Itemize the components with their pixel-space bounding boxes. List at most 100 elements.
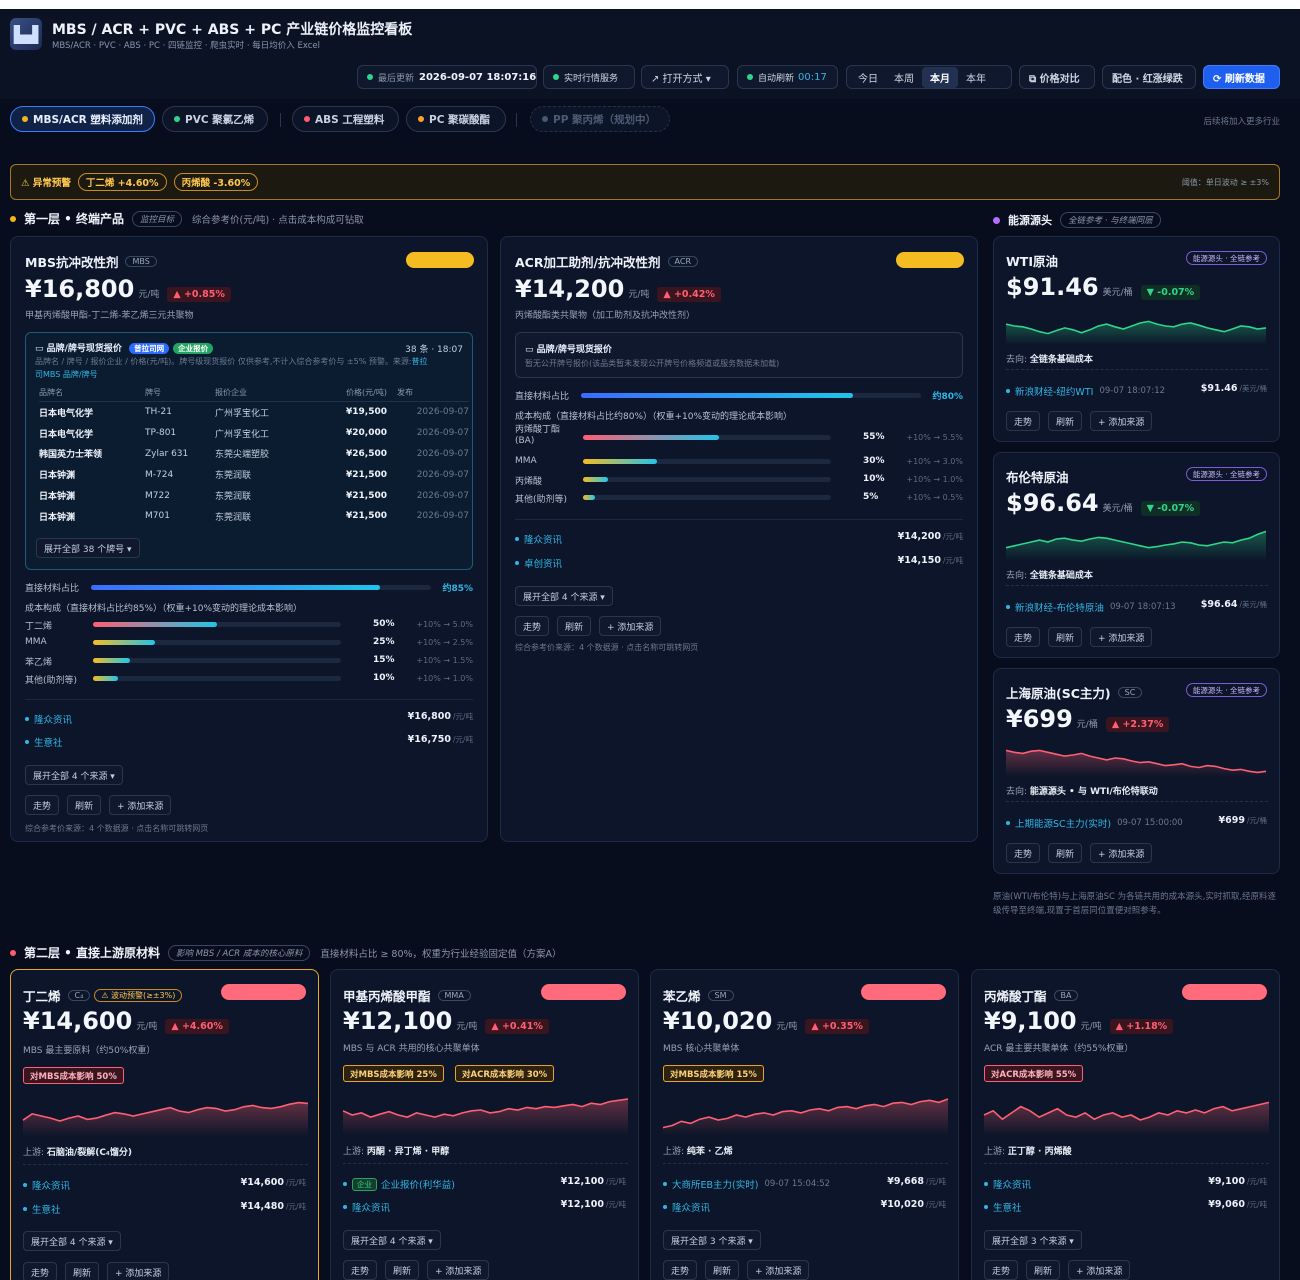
card-footer: 综合参考价来源：4 个数据源 · 点击名称可跳转网页: [25, 824, 209, 833]
refresh-button[interactable]: 刷新: [385, 1260, 420, 1280]
refresh-button[interactable]: 刷新: [1026, 1260, 1061, 1280]
alert-chip-butadiene[interactable]: 丁二烯 +4.60%: [77, 173, 167, 191]
range-week[interactable]: 本周: [894, 73, 914, 85]
source-link[interactable]: 隆众资讯: [984, 1177, 1031, 1191]
source-link[interactable]: 生意社: [984, 1200, 1022, 1214]
cost-item-name: 苯乙烯: [25, 658, 53, 668]
material-name: 甲基丙烯酸甲酯 MMA: [343, 986, 471, 1005]
list-icon: ▭: [35, 344, 47, 354]
add-source-button[interactable]: + 添加来源: [107, 1262, 170, 1280]
realtime-service-badge[interactable]: 实时行情服务: [543, 65, 635, 89]
add-source-button[interactable]: + 添加来源: [1068, 1260, 1131, 1280]
color-scheme-button[interactable]: 配色 · 红涨绿跌: [1102, 65, 1196, 89]
expand-sources-button[interactable]: 展开全部 4 个来源 ▾: [515, 586, 613, 606]
energy-tag: 能源源头 · 全链参考: [1185, 683, 1267, 697]
add-source-button[interactable]: + 添加来源: [1090, 843, 1153, 863]
source-link[interactable]: 生意社: [23, 1202, 61, 1216]
refresh-button[interactable]: 刷新: [65, 1262, 100, 1280]
price-row: ¥699 元/桶 ▲ +2.37%: [1006, 705, 1170, 733]
refresh-button[interactable]: 刷新: [557, 616, 592, 636]
expand-sources-button[interactable]: 展开全部 3 个来源 ▾: [984, 1230, 1082, 1250]
board-source-link[interactable]: 司MBS 品牌/牌号: [35, 370, 98, 379]
cost-item-effect: +10% → 1.0%: [906, 475, 963, 484]
add-source-button[interactable]: + 添加来源: [109, 795, 172, 815]
expand-sources-button[interactable]: 展开全部 3 个来源 ▾: [663, 1230, 761, 1250]
list-icon: ▭: [525, 345, 537, 355]
refresh-button[interactable]: 刷新: [1048, 627, 1083, 647]
source-link[interactable]: 大商所EB主力(实时) 09-07 15:04:52: [663, 1177, 830, 1191]
sc-card: 上海原油(SC主力) SC 能源源头 · 全链参考 ¥699 元/桶 ▲ +2.37%…: [993, 668, 1280, 874]
refresh-button[interactable]: 刷新: [1048, 411, 1083, 431]
refresh-button[interactable]: 刷新: [1048, 843, 1083, 863]
refresh-button[interactable]: 刷新: [67, 795, 102, 815]
source-link[interactable]: 卓创资讯: [515, 556, 562, 570]
source-link[interactable]: 新浪财经-纽约WTI 09-07 18:07:12: [1006, 384, 1165, 398]
trend-button[interactable]: 走势: [25, 795, 60, 815]
expand-brands-button[interactable]: 展开全部 38 个牌号 ▾: [36, 538, 140, 558]
source-value: ¥9,100/元/吨: [1208, 1176, 1267, 1187]
refresh-data-button[interactable]: ⟳ 刷新数据: [1203, 65, 1280, 89]
energy-heading: 能源源头 全链参考 · 与终端同层: [993, 212, 1161, 228]
auto-refresh-toggle[interactable]: 自动刷新 00:17: [737, 65, 838, 89]
cost-item-pct: 10%: [373, 673, 395, 683]
mma-card: 甲基丙烯酸甲酯 MMA ¥12,100 元/吨 ▲ +0.41% MBS 与 ACR …: [330, 969, 639, 1280]
refresh-button[interactable]: 刷新: [705, 1260, 740, 1280]
add-source-button[interactable]: + 添加来源: [747, 1260, 810, 1280]
source-link[interactable]: 企业 企业报价(利华益): [343, 1177, 455, 1191]
tab-pvc[interactable]: PVC 聚氯乙烯: [162, 106, 268, 132]
tab-abs[interactable]: ABS 工程塑料: [292, 106, 399, 132]
table-row[interactable]: 韩国英力士苯领 Zylar 631 东莞尖端塑胶 ¥26,500 2026-09-07: [39, 448, 469, 461]
source-link[interactable]: 新浪财经-布伦特原油 09-07 18:07:13: [1006, 600, 1176, 614]
card-footer: 综合参考价来源：4 个数据源 · 点击名称可跳转网页: [515, 643, 699, 652]
mbs-card: MBS抗冲改性剂 MBS ¥16,800 元/吨 ▲ +0.85% 甲基丙烯酸甲酯-丁…: [10, 236, 488, 842]
source-link[interactable]: 上期能源SC主力(实时) 09-07 15:00:00: [1006, 816, 1183, 830]
source-link[interactable]: 隆众资讯: [23, 1178, 70, 1192]
alert-chip-acrylic-acid[interactable]: 丙烯酸 -3.60%: [173, 173, 259, 191]
table-row[interactable]: 日本电气化学 TH-21 广州孚宝化工 ¥19,500 2026-09-07: [39, 407, 469, 419]
source-link[interactable]: 隆众资讯: [343, 1200, 390, 1214]
price-change: ▼ -0.07%: [1140, 285, 1201, 300]
source-link[interactable]: 隆众资讯: [515, 532, 562, 546]
expand-sources-button[interactable]: 展开全部 4 个来源 ▾: [25, 765, 123, 785]
trend-button[interactable]: 走势: [1006, 411, 1041, 431]
brent-card: 布伦特原油 能源源头 · 全链参考 $96.64 美元/桶 ▼ -0.07% 去向:…: [993, 452, 1280, 658]
tab-mbs-acr[interactable]: MBS/ACR 塑料添加剂: [10, 106, 155, 132]
table-row[interactable]: 日本电气化学 TP-801 广州孚宝化工 ¥20,000 2026-09-07: [39, 428, 469, 440]
cost-item-pct: 5%: [863, 492, 879, 502]
expand-sources-button[interactable]: 展开全部 4 个来源 ▾: [343, 1230, 441, 1250]
range-today[interactable]: 今日: [858, 73, 878, 85]
trend-button[interactable]: 走势: [1006, 843, 1041, 863]
source-link[interactable]: 隆众资讯: [663, 1200, 710, 1214]
source-link[interactable]: 隆众资讯: [25, 712, 72, 726]
range-year[interactable]: 本年: [966, 73, 986, 85]
board-source-link[interactable]: 普拉: [411, 357, 428, 366]
add-source-button[interactable]: + 添加来源: [427, 1260, 490, 1280]
expand-sources-button[interactable]: 展开全部 4 个来源 ▾: [23, 1231, 121, 1251]
energy-note: 原油(WTI/布伦特)与上海原油SC 为各链共用的成本源头,实时抓取,经原料逐级…: [993, 892, 1277, 916]
add-source-button[interactable]: + 添加来源: [1090, 627, 1153, 647]
cost-item-name: 其他(助剂等): [515, 495, 568, 505]
add-source-button[interactable]: + 添加来源: [599, 616, 662, 636]
trend-button[interactable]: 走势: [23, 1262, 58, 1280]
add-source-button[interactable]: + 添加来源: [1090, 411, 1153, 431]
status-pill: [1182, 984, 1267, 1000]
trend-button[interactable]: 走势: [663, 1260, 698, 1280]
material-name: 丙烯酸丁酯 BA: [984, 986, 1079, 1005]
trend-button[interactable]: 走势: [515, 616, 550, 636]
source-link[interactable]: 生意社: [25, 735, 63, 749]
tab-pc[interactable]: PC 聚碳酸酯: [406, 106, 506, 132]
butyl-acrylate-card: 丙烯酸丁酯 BA ¥9,100 元/吨 ▲ +1.18% ACR 最主要共聚单体（约5…: [971, 969, 1280, 1280]
trend-button[interactable]: 走势: [984, 1260, 1019, 1280]
price-compare-button[interactable]: ⧉ 价格对比: [1019, 65, 1095, 89]
table-row[interactable]: 日本钟渊 M701 东莞润联 ¥21,500 2026-09-07: [39, 511, 469, 523]
open-mode-dropdown[interactable]: ↗ 打开方式 ▾: [641, 65, 729, 89]
trend-button[interactable]: 走势: [343, 1260, 378, 1280]
cost-item-pct: 30%: [863, 456, 885, 466]
table-row[interactable]: 日本钟渊 M722 东莞润联 ¥21,500 2026-09-07: [39, 490, 469, 503]
trend-button[interactable]: 走势: [1006, 627, 1041, 647]
energy-tag: 能源源头 · 全链参考: [1185, 467, 1267, 481]
material-price: ¥9,100: [984, 1007, 1077, 1035]
table-row[interactable]: 日本钟渊 M-724 东莞润联 ¥21,500 2026-09-07: [39, 469, 469, 482]
cost-item-pct: 50%: [373, 619, 395, 629]
range-month[interactable]: 本月: [922, 66, 958, 88]
